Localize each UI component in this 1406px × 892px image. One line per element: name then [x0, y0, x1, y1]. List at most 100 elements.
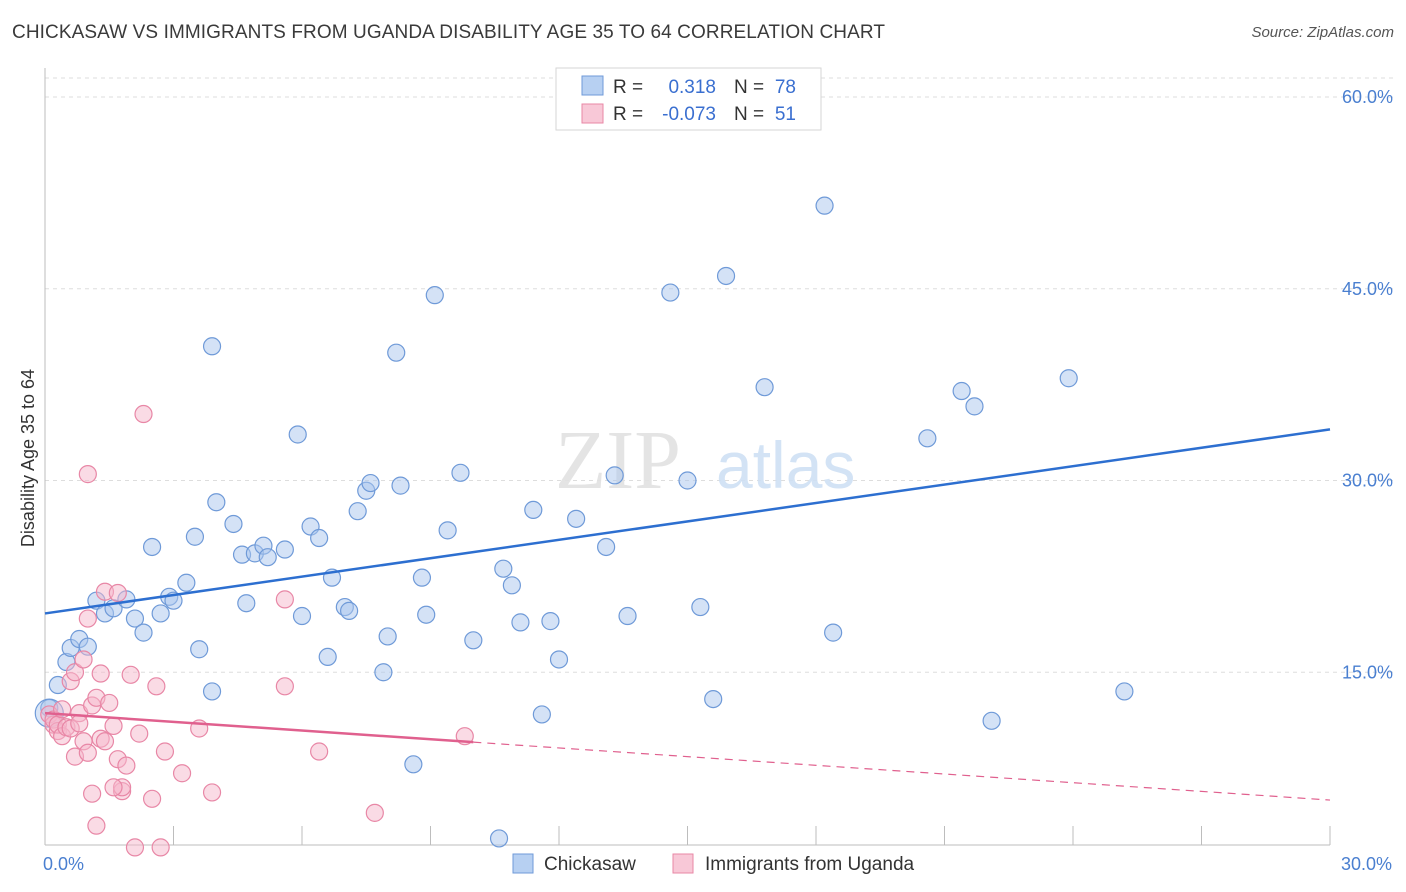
bottom-legend-swatch-uganda [672, 853, 694, 874]
chickasaw-point-61 [605, 466, 624, 485]
x-tick-label-0: 0.0% [43, 854, 84, 874]
chickasaw-trend-line [44, 428, 1331, 615]
chickasaw-point-36 [340, 601, 359, 620]
chickasaw-point-37 [348, 502, 367, 521]
uganda-point-23 [91, 664, 110, 683]
chickasaw-point-51 [489, 829, 509, 848]
chickasaw-point-22 [224, 514, 243, 534]
uganda-point-13 [70, 714, 89, 733]
chickasaw-point-30 [292, 606, 312, 626]
chickasaw-point-62 [618, 606, 637, 626]
chickasaw-point-33 [318, 647, 337, 667]
uganda-point-42 [172, 764, 192, 783]
chickasaw-point-58 [549, 650, 569, 669]
legend-swatch-chickasaw [581, 75, 604, 96]
chickasaw-point-18 [190, 640, 209, 659]
uganda-point-37 [134, 404, 153, 424]
watermark: ZIP atlas [555, 414, 855, 507]
uganda-point-11 [65, 663, 85, 682]
chickasaw-point-73 [965, 397, 984, 416]
legend-swatch-uganda [581, 103, 604, 124]
bottom-legend-swatch-chickasaw [512, 853, 534, 874]
chickasaw-point-49 [451, 463, 470, 482]
legend-n-value-2: 51 [775, 104, 796, 125]
chickasaw-point-27 [258, 548, 277, 567]
chickasaw-point-28 [275, 540, 294, 559]
chickasaw-point-56 [532, 705, 551, 724]
uganda-point-47 [310, 742, 329, 761]
uganda-point-26 [95, 732, 115, 751]
chickasaw-point-67 [716, 266, 736, 286]
chickasaw-point-16 [177, 573, 196, 592]
uganda-point-22 [87, 816, 106, 835]
uganda-point-34 [121, 665, 140, 684]
chickasaw-point-53 [502, 576, 521, 595]
uganda-point-15 [74, 650, 93, 669]
uganda-point-45 [275, 590, 294, 609]
y-tick-label-2: 45.0% [1342, 279, 1393, 299]
tick-labels: 15.0% 30.0% 45.0% 60.0% 0.0% 30.0% [43, 87, 1393, 874]
chickasaw-point-70 [824, 623, 843, 642]
uganda-point-48 [365, 803, 384, 822]
uganda-point-50 [104, 778, 123, 797]
bottom-legend: Chickasaw Immigrants from Uganda [512, 853, 915, 875]
chickasaw-point-71 [918, 429, 937, 448]
chickasaw-point-55 [524, 500, 543, 520]
data-points [34, 196, 1134, 857]
chickasaw-point-40 [374, 663, 393, 682]
watermark-zip: ZIP [555, 414, 681, 507]
chickasaw-point-10 [125, 609, 145, 628]
chickasaw-point-44 [404, 755, 423, 774]
chickasaw-point-65 [691, 597, 710, 617]
chickasaw-point-20 [202, 682, 222, 701]
legend-r-value-1: 0.318 [668, 77, 716, 98]
legend: R = 0.318 N = 78 R = -0.073 N = 51 [555, 67, 822, 131]
uganda-point-44 [202, 783, 222, 802]
chickasaw-point-66 [704, 689, 723, 709]
chart-title: CHICKASAW VS IMMIGRANTS FROM UGANDA DISA… [12, 22, 886, 43]
legend-r-value-2: -0.073 [662, 104, 716, 125]
axes [44, 68, 1331, 846]
chart-source: Source: ZipAtlas.com [1251, 24, 1394, 41]
chickasaw-point-69 [815, 196, 834, 215]
uganda-point-19 [83, 784, 102, 803]
chickasaw-point-43 [391, 476, 410, 495]
y-tick-label-3: 60.0% [1342, 87, 1393, 107]
uganda-point-33 [117, 756, 136, 775]
chickasaw-point-60 [597, 537, 616, 557]
uganda-point-27 [100, 693, 119, 713]
uganda-point-36 [130, 724, 149, 743]
grid-lines [45, 77, 1395, 673]
chickasaw-point-48 [438, 521, 457, 540]
uganda-point-29 [108, 583, 127, 603]
legend-n-label-1: N = [734, 77, 764, 98]
uganda-point-40 [151, 838, 170, 857]
chickasaw-point-76 [1115, 682, 1134, 701]
y-tick-label-1: 30.0% [1342, 471, 1393, 491]
chickasaw-point-32 [310, 528, 329, 548]
uganda-trend-line [44, 711, 474, 744]
chickasaw-point-52 [494, 559, 513, 578]
chickasaw-point-42 [387, 343, 406, 362]
uganda-point-46 [275, 677, 294, 696]
bottom-legend-chickasaw: Chickasaw [544, 854, 636, 875]
chickasaw-point-46 [417, 605, 436, 624]
uganda-point-41 [155, 742, 175, 761]
chickasaw-point-75 [1059, 369, 1078, 388]
chickasaw-point-11 [134, 623, 153, 642]
legend-n-label-2: N = [734, 104, 764, 125]
chickasaw-point-29 [288, 425, 307, 444]
chickasaw-point-57 [541, 612, 560, 631]
chickasaw-point-17 [185, 527, 205, 546]
uganda-point-16 [78, 743, 97, 762]
uganda-point-39 [147, 677, 166, 696]
chickasaw-point-39 [361, 473, 380, 493]
uganda-point-17 [78, 465, 97, 484]
uganda-trend-line-dashed [473, 741, 1331, 801]
chickasaw-point-68 [755, 378, 774, 397]
chickasaw-point-50 [464, 631, 483, 650]
chickasaw-point-21 [207, 493, 226, 512]
uganda-point-18 [78, 609, 97, 628]
chickasaw-point-64 [678, 471, 697, 490]
